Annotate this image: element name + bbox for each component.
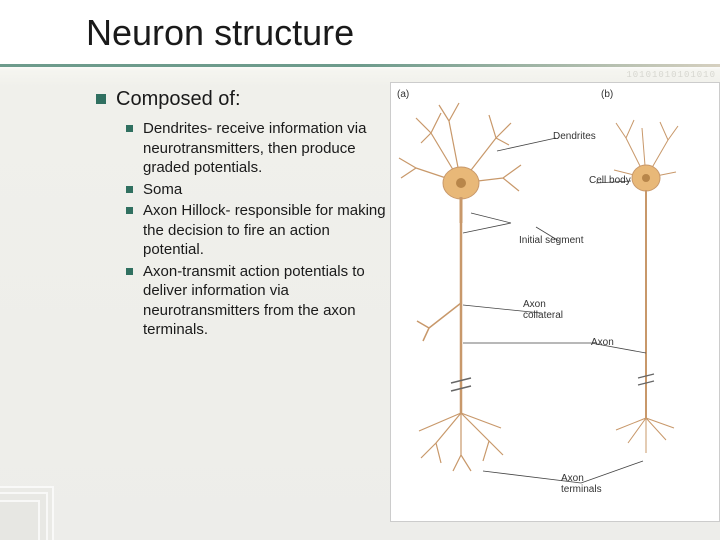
panel-a-label: (a) (397, 89, 409, 100)
bullet-icon (126, 207, 133, 214)
bullet-icon (96, 94, 106, 104)
bullet-icon (126, 186, 133, 193)
heading-text: Composed of: (116, 88, 241, 111)
title-divider (0, 64, 720, 67)
item-text: Dendrites- receive information via neuro… (143, 119, 386, 178)
list-item: Axon-transmit action potentials to deliv… (126, 262, 386, 340)
corner-decoration (0, 448, 92, 540)
item-text: Soma (143, 180, 182, 200)
list-item: Dendrites- receive information via neuro… (126, 119, 386, 178)
list-item: Soma (126, 180, 386, 200)
panel-b-label: (b) (601, 89, 613, 100)
heading-row: Composed of: (96, 88, 386, 111)
slide-title: Neuron structure (86, 12, 720, 54)
content-area: Composed of: Dendrites- receive informat… (96, 88, 386, 342)
binary-decoration: 10101010101010 (626, 70, 716, 80)
title-region: Neuron structure (0, 0, 720, 58)
item-text: Axon-transmit action potentials to deliv… (143, 262, 386, 340)
label-dendrites: Dendrites (553, 131, 596, 142)
neuron-diagram: (a) (b) Dendrites Cell body Initial segm… (390, 82, 720, 522)
list-item: Axon Hillock- responsible for making the… (126, 201, 386, 260)
sub-list: Dendrites- receive information via neuro… (126, 119, 386, 340)
label-axon: Axon (591, 337, 614, 348)
label-axon-collateral: Axon collateral (523, 299, 571, 321)
label-cell-body: Cell body (589, 175, 631, 186)
bullet-icon (126, 125, 133, 132)
label-axon-terminals: Axon terminals (561, 473, 611, 495)
label-initial-segment: Initial segment (519, 235, 583, 246)
item-text: Axon Hillock- responsible for making the… (143, 201, 386, 260)
bullet-icon (126, 268, 133, 275)
